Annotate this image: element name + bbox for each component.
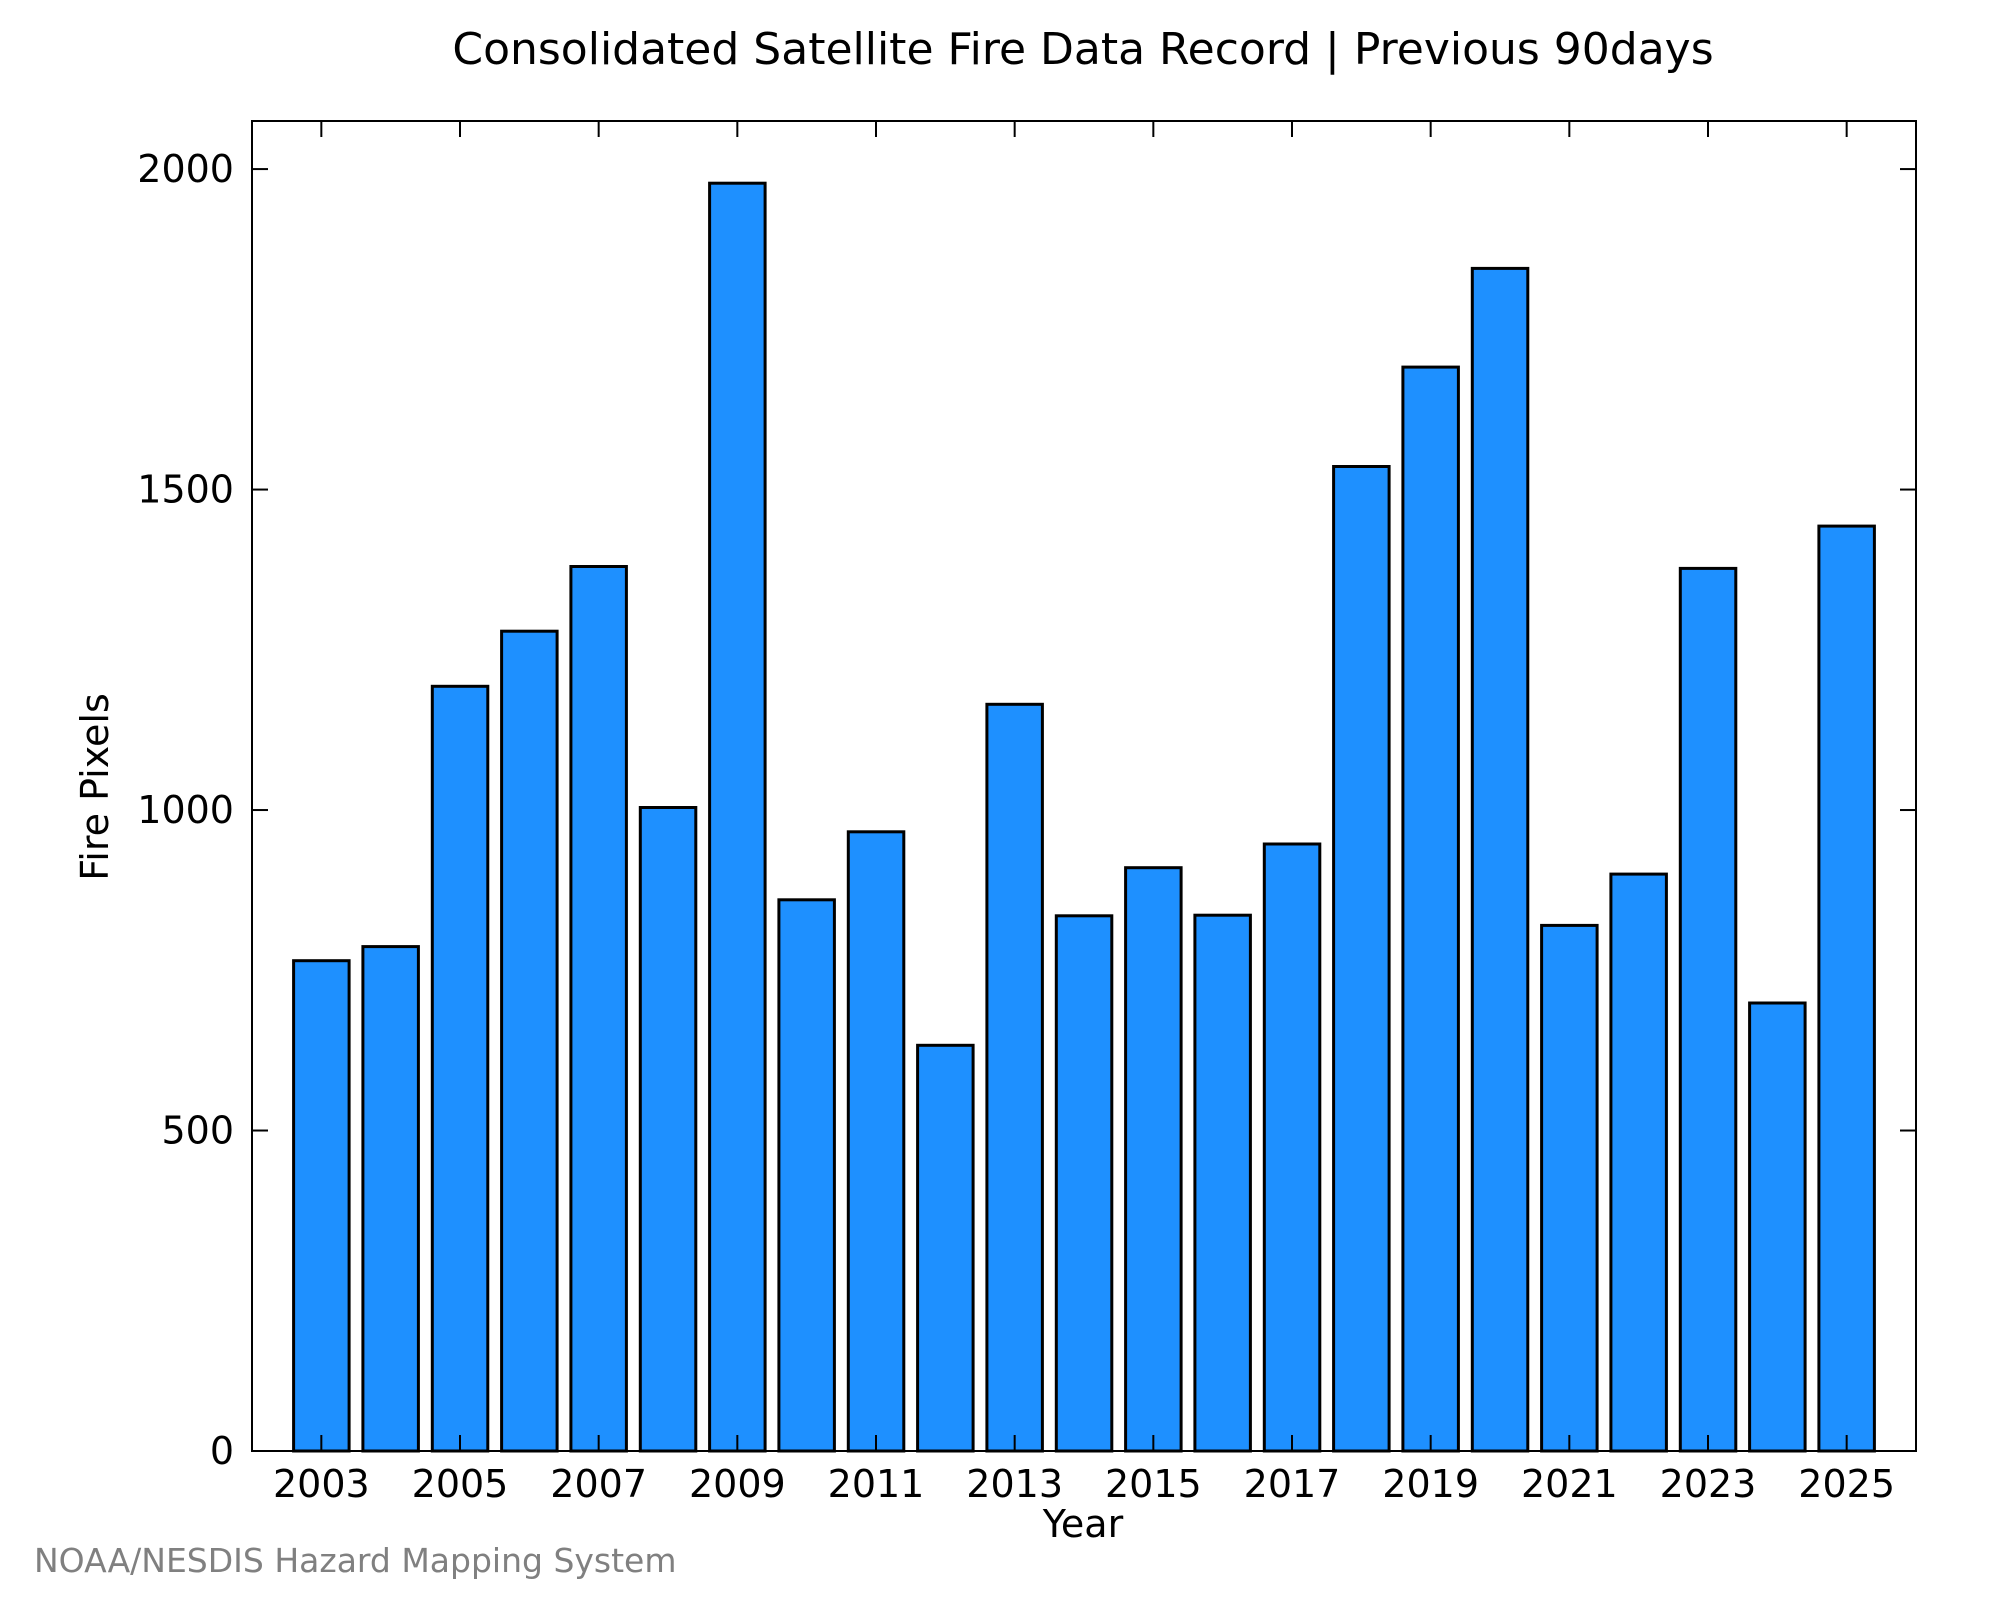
- bar-2015: [1124, 866, 1183, 1453]
- y-tick-label-0: 0: [210, 1429, 234, 1473]
- x-tick-label-2007: 2007: [550, 1462, 647, 1506]
- x-tick-label-2025: 2025: [1798, 1462, 1895, 1506]
- y-tick-label-2000: 2000: [137, 147, 234, 191]
- x-tick-labels: 2003 2005 2007 2009 2011 2013 2015 2017 2019 2021…: [273, 1462, 1895, 1506]
- bar-2003: [292, 959, 351, 1453]
- y-tick-label-1500: 1500: [137, 468, 234, 512]
- x-tick-label-2019: 2019: [1382, 1462, 1479, 1506]
- bar-2019: [1401, 365, 1460, 1453]
- x-tick-label-2017: 2017: [1244, 1462, 1341, 1506]
- bar-2011: [846, 830, 906, 1453]
- x-tick-label-2021: 2021: [1521, 1462, 1618, 1506]
- y-tick-labels: 0 500 1000 1500 2000: [137, 147, 234, 1473]
- x-tick-label-2005: 2005: [412, 1462, 509, 1506]
- bar-2020: [1470, 266, 1530, 1453]
- bar-2021: [1540, 923, 1599, 1453]
- bar-2005: [430, 684, 490, 1453]
- bars-layer: [292, 181, 1876, 1453]
- bar-2024: [1748, 1001, 1807, 1453]
- credit-text: NOAA/NESDIS Hazard Mapping System: [34, 1541, 677, 1580]
- bar-2007: [569, 565, 628, 1453]
- bar-2018: [1332, 465, 1391, 1453]
- ticks-layer: [252, 121, 1916, 1452]
- bar-2025: [1817, 524, 1876, 1453]
- bar-2004: [361, 945, 420, 1453]
- bar-2017: [1262, 842, 1322, 1453]
- x-tick-label-2023: 2023: [1660, 1462, 1757, 1506]
- x-tick-label-2003: 2003: [273, 1462, 370, 1506]
- bar-2023: [1678, 566, 1738, 1453]
- y-tick-label-500: 500: [161, 1109, 234, 1153]
- x-axis-label: Year: [1042, 1502, 1124, 1546]
- x-tick-label-2013: 2013: [966, 1462, 1063, 1506]
- bar-2010: [777, 898, 836, 1453]
- x-tick-label-2015: 2015: [1105, 1462, 1202, 1506]
- bar-2016: [1193, 913, 1252, 1453]
- bar-2022: [1609, 872, 1668, 1453]
- y-tick-label-1000: 1000: [137, 788, 234, 832]
- x-tick-label-2009: 2009: [689, 1462, 786, 1506]
- bar-2012: [916, 1043, 975, 1453]
- bar-2008: [638, 806, 698, 1453]
- chart-title: Consolidated Satellite Fire Data Record …: [452, 24, 1713, 75]
- bar-2014: [1054, 914, 1114, 1453]
- bar-2013: [985, 702, 1044, 1453]
- y-axis-label: Fire Pixels: [73, 693, 117, 881]
- bar-2006: [500, 629, 559, 1453]
- plot-frame: [251, 120, 1917, 1452]
- x-tick-label-2011: 2011: [828, 1462, 925, 1506]
- bar-2009: [708, 181, 767, 1453]
